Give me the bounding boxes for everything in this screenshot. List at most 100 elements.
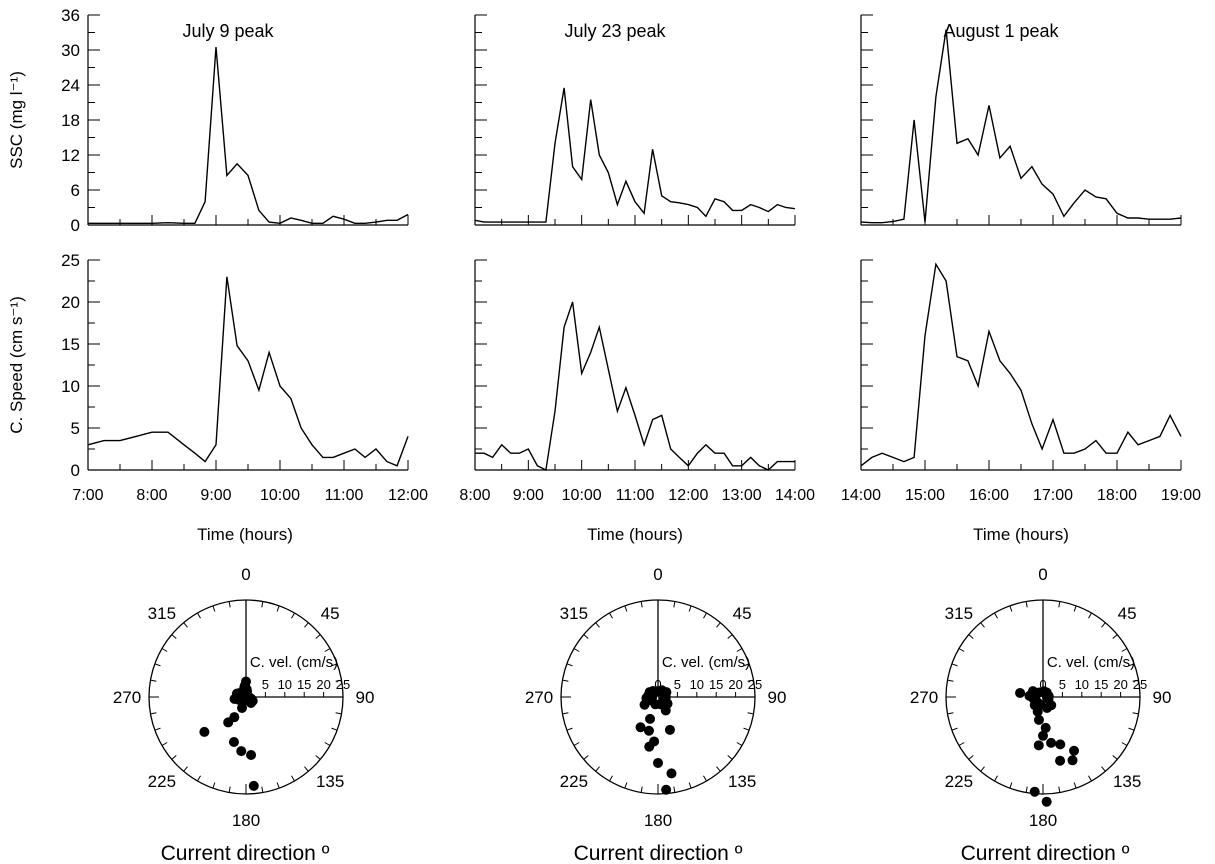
polar-july23-dir-tick — [688, 782, 692, 789]
polar-july23-dir-tick — [624, 782, 628, 789]
polar-july9-point — [229, 694, 240, 705]
ssc-july9-ytick-label: 30 — [61, 41, 80, 60]
xlabel-1: Time (hours) — [197, 525, 293, 544]
polar-july23-dir-label: 315 — [560, 604, 588, 623]
polar-july9-dir-tick — [335, 679, 342, 682]
polar-aug1-dir-tick — [951, 663, 958, 667]
polar-july9-dir-tick — [212, 605, 216, 612]
polar-aug1-dir-tick — [1009, 782, 1013, 789]
polar-aug1-dir-label: 90 — [1153, 688, 1172, 707]
polar-july9-dir-tick — [161, 742, 168, 746]
polar-aug1-radial-tick-label: 5 — [1059, 677, 1066, 692]
polar-july23-dir-label: 45 — [733, 604, 752, 623]
polar-aug1-radial-tick-label: 0 — [1039, 677, 1046, 692]
polar-july9-dir-tick — [150, 712, 157, 715]
polar-july9-dir-tick — [212, 782, 216, 789]
polar-july23-point — [645, 713, 656, 724]
speed-july9-xtick-label: 7:00 — [72, 487, 103, 504]
xlabel-3: Time (hours) — [973, 525, 1069, 544]
polar-aug1-point — [1038, 730, 1048, 741]
polar-aug1-point — [1015, 687, 1026, 698]
polar-july23-point — [649, 736, 660, 747]
speed-july9-xtick-label: 9:00 — [200, 487, 231, 504]
polar-aug1-dir-tick — [1128, 663, 1135, 667]
polar-july9-dir-tick — [183, 766, 188, 772]
polar-july23-dir-tick — [703, 612, 707, 619]
ssc-july23-panel: July 23 peak — [474, 14, 796, 226]
polar-aug1-dir-tick — [947, 712, 954, 715]
speed-july9-ytick-label: 10 — [61, 377, 80, 396]
polar-july23-dir-tick — [703, 775, 707, 782]
polar-july23-dir-tick — [624, 605, 628, 612]
polar-aug1-point — [1055, 755, 1066, 766]
polar-july23-dir-label: 135 — [728, 772, 756, 791]
polar-july9-dir-label: 225 — [148, 772, 176, 791]
polar-aug1-point — [1055, 739, 1066, 750]
polar-aug1-point — [1040, 722, 1051, 733]
polar-aug1-dir-tick — [968, 634, 974, 639]
polar-july23-radial-tick-label: 20 — [728, 677, 742, 692]
polar-aug1-dir-tick — [958, 742, 965, 746]
polar-aug1-dir-tick — [1025, 601, 1028, 608]
polar-july23-dir-tick — [640, 786, 643, 793]
speed-july23-xtick-label: 14:00 — [775, 487, 815, 504]
polar-july9-point — [199, 726, 210, 737]
polar-july9-dir-tick — [261, 601, 264, 608]
polar-aug1-axis-label: C. vel. (cm/s) — [1047, 654, 1135, 671]
polar-july23-dir-tick — [743, 727, 750, 731]
polar-aug1-dir-tick — [1112, 634, 1118, 639]
speed-july9-ytick-label: 5 — [71, 419, 80, 438]
polar-july23-radial-tick-label: 5 — [674, 677, 681, 692]
polar-aug1-dir-tick — [1025, 786, 1028, 793]
polar-july9-dir-label: 315 — [148, 604, 176, 623]
polar-july23-radial-tick-label: 0 — [654, 677, 661, 692]
polar-july9-point — [237, 702, 248, 713]
polar-july23-dir-label: 0 — [653, 565, 662, 584]
polar-july23-point — [653, 757, 663, 768]
polar-july23-dir-tick — [688, 605, 692, 612]
ssc-july9-ytick-label: 0 — [71, 216, 80, 235]
polar-july9-radial-tick-label: 5 — [262, 677, 269, 692]
polar-july23-dir-label: 180 — [644, 811, 672, 830]
speed-ylabel: C. Speed (cm s⁻¹) — [7, 296, 26, 433]
polar-aug1-point — [1032, 706, 1043, 717]
polar-july23-dir-label: 225 — [560, 772, 588, 791]
polar-july9-dir-tick — [324, 648, 331, 652]
polar-aug1-radial-tick-label: 15 — [1094, 677, 1108, 692]
speed-july23-series-line — [475, 301, 795, 472]
polar-aug1-dir-tick — [1088, 775, 1092, 782]
polar-july9-dir-tick — [304, 766, 309, 772]
polar-july9-axis-label: C. vel. (cm/s) — [250, 654, 338, 671]
polar-aug1-dir-tick — [980, 622, 985, 628]
polar-july9-point — [248, 780, 259, 791]
polar-aug1-dir-tick — [1121, 648, 1128, 652]
speed-aug1-xtick-label: 14:00 — [841, 487, 881, 504]
polar-aug1-point — [1069, 745, 1080, 756]
polar-july23-radial-tick-label: 25 — [748, 677, 762, 692]
polar-july9-dir-tick — [154, 663, 161, 667]
polar-july23-point — [648, 686, 659, 697]
ssc-july9-panel: 0 6 12 18 24 30 36 July 9 peak — [61, 6, 409, 235]
speed-july9-ytick-label: 20 — [61, 293, 80, 312]
speed-july23-xtick-label: 13:00 — [722, 487, 762, 504]
speed-aug1-xtick-label: 15:00 — [905, 487, 945, 504]
polar-aug1-radial-tick-label: 25 — [1133, 677, 1147, 692]
polar-aug1-dir-tick — [958, 648, 965, 652]
polar-july9-radial-tick-label: 20 — [316, 677, 330, 692]
polar-aug1-dir-label: 0 — [1038, 565, 1047, 584]
speed-july9-series-line — [87, 276, 409, 467]
speed-july9-panel: 0 5 10 15 20 25 7:00 8:00 9:00 10:00 11:00 12:00 — [61, 251, 428, 504]
speed-aug1-xtick-label: 16:00 — [969, 487, 1009, 504]
polar-july23-dir-tick — [573, 742, 580, 746]
polar-title-1: Current direction º — [161, 842, 330, 864]
ssc-july9-ytick-label: 12 — [61, 146, 80, 165]
polar-july23-radial-tick-label: 15 — [709, 677, 723, 692]
polar-title-3: Current direction º — [961, 842, 1130, 864]
polar-july9-dir-tick — [331, 663, 338, 667]
polar-aug1-dir-tick — [1132, 679, 1139, 682]
polar-aug1-dir-label: 45 — [1118, 604, 1137, 623]
polar-july23-dir-tick — [716, 622, 721, 628]
polar-aug1-dir-tick — [1132, 712, 1139, 715]
polar-aug1-radial-tick-label: 10 — [1075, 677, 1089, 692]
